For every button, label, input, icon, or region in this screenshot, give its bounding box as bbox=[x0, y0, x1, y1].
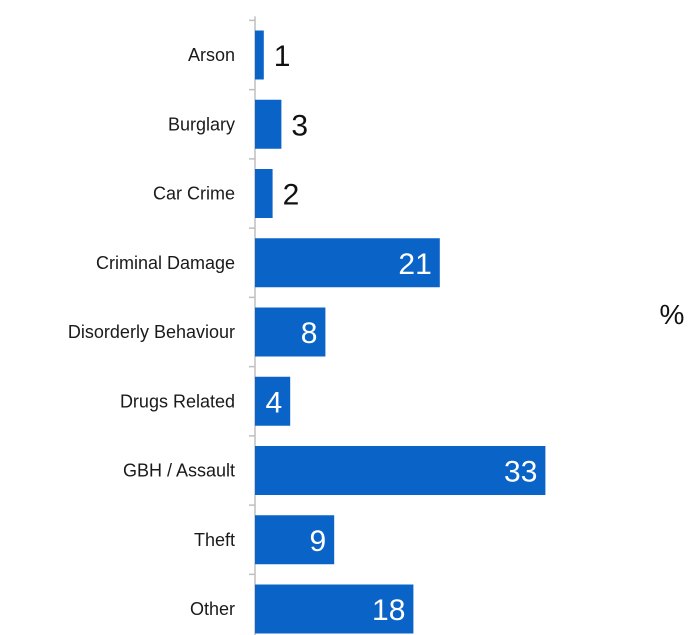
value-label: 9 bbox=[310, 525, 327, 558]
value-label: 18 bbox=[372, 594, 405, 627]
bar bbox=[255, 30, 264, 80]
category-label: Criminal Damage bbox=[96, 253, 235, 273]
value-label: 21 bbox=[398, 248, 431, 281]
category-label: GBH / Assault bbox=[123, 461, 235, 481]
category-label: Other bbox=[190, 599, 235, 619]
bars bbox=[255, 30, 546, 634]
category-labels: Arson Burglary Car Crime Criminal Damage Dis… bbox=[68, 45, 235, 619]
bar bbox=[255, 515, 335, 565]
value-label: 3 bbox=[291, 109, 308, 142]
value-label: 4 bbox=[266, 386, 283, 419]
bar bbox=[255, 238, 440, 288]
bar bbox=[255, 169, 273, 218]
category-label: Theft bbox=[194, 530, 235, 550]
value-labels: 1 3 2 21 8 4 33 9 18 bbox=[266, 40, 538, 627]
bar bbox=[255, 376, 291, 426]
bar bbox=[255, 99, 282, 149]
bar bbox=[255, 584, 414, 634]
value-label: 1 bbox=[274, 40, 291, 73]
category-axis bbox=[249, 16, 256, 635]
unit-label: % bbox=[660, 299, 685, 330]
value-label: 33 bbox=[504, 456, 537, 489]
category-label: Car Crime bbox=[153, 184, 235, 204]
value-label: 8 bbox=[301, 317, 318, 350]
value-label: 2 bbox=[283, 179, 300, 212]
category-label: Burglary bbox=[168, 114, 235, 134]
category-label: Disorderly Behaviour bbox=[68, 322, 235, 342]
bar bbox=[255, 446, 546, 495]
category-label: Arson bbox=[188, 45, 235, 65]
bar bbox=[255, 307, 326, 357]
category-label: Drugs Related bbox=[120, 391, 235, 411]
